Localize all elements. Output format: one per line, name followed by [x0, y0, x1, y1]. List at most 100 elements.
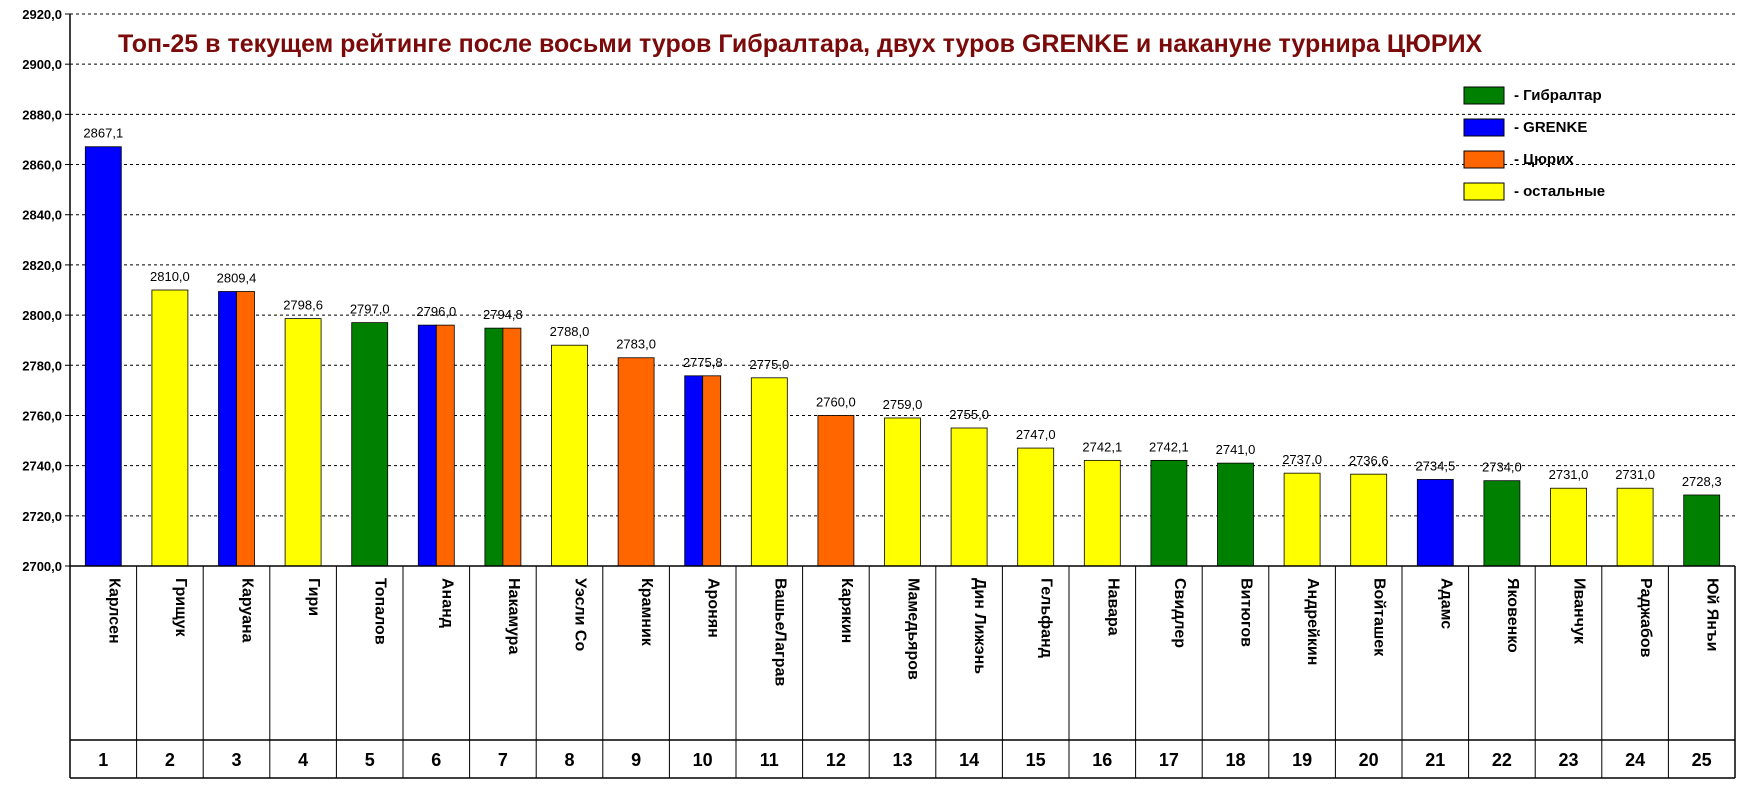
- bar-16-other: [1083, 459, 1121, 567]
- value-label: 2731,0: [1549, 467, 1589, 482]
- bar-23-other: [1550, 487, 1587, 567]
- value-label: 2736,6: [1349, 453, 1389, 468]
- bar-21-grenke: [1416, 479, 1454, 567]
- player-name: Накамура: [505, 578, 522, 654]
- grid-layer: [70, 13, 1735, 517]
- rank-number: 8: [564, 750, 574, 770]
- legend-swatch-other: [1463, 182, 1505, 201]
- player-name: Юй Янъи: [1704, 578, 1721, 651]
- player-name: Топалов: [372, 578, 389, 645]
- bar-6-grenke: [417, 324, 437, 567]
- y-tick-label: 2740,0: [22, 459, 62, 474]
- rank-number: 21: [1425, 750, 1445, 770]
- player-name: Крамник: [638, 578, 655, 647]
- y-tick-label: 2860,0: [22, 158, 62, 173]
- bar-15-other: [1017, 447, 1055, 567]
- legend-swatch-gibraltar: [1463, 86, 1505, 105]
- rank-number: 17: [1159, 750, 1179, 770]
- bar-2-other: [151, 289, 189, 567]
- player-name: Карякин: [838, 578, 855, 643]
- y-tick-label: 2760,0: [22, 408, 62, 423]
- legend-label-zurich: - Цюрих: [1514, 151, 1574, 168]
- value-label: 2742,1: [1082, 439, 1122, 454]
- rank-number: 19: [1292, 750, 1312, 770]
- legend-label-other: - остальные: [1514, 183, 1605, 200]
- value-label: 2741,0: [1216, 442, 1256, 457]
- y-tick-label: 2880,0: [22, 107, 62, 122]
- value-label: 2747,0: [1016, 427, 1056, 442]
- bar-25-gibraltar: [1683, 494, 1721, 567]
- y-tick-label: 2800,0: [22, 308, 62, 323]
- player-name: Гири: [305, 578, 322, 616]
- player-name: Каруана: [239, 578, 256, 643]
- player-name: Дин Лижэнь: [971, 578, 988, 674]
- bar-7-zurich: [502, 327, 522, 567]
- rank-number: 18: [1225, 750, 1245, 770]
- value-label: 2788,0: [550, 324, 590, 339]
- value-label: 2759,0: [883, 397, 923, 412]
- player-name: Гельфанд: [1038, 578, 1055, 658]
- rank-number: 6: [431, 750, 441, 770]
- bar-22-gibraltar: [1483, 480, 1521, 567]
- player-name: Иванчук: [1571, 578, 1588, 645]
- y-tick-label: 2900,0: [22, 57, 62, 72]
- value-label: 2760,0: [816, 394, 856, 409]
- bar-12-zurich: [817, 415, 855, 567]
- rank-number: 23: [1558, 750, 1578, 770]
- player-name: Ананд: [438, 578, 455, 628]
- rank-number: 20: [1359, 750, 1379, 770]
- value-label: 2737,0: [1282, 452, 1322, 467]
- rank-number: 11: [760, 750, 779, 770]
- rank-number: 1: [98, 750, 108, 770]
- legend-label-gibraltar: - Гибралтар: [1514, 87, 1602, 104]
- player-name: Уэсли Со: [572, 578, 589, 651]
- value-label: 2809,4: [217, 271, 257, 286]
- rank-number: 3: [231, 750, 241, 770]
- player-name: Карлсен: [105, 578, 122, 644]
- value-label: 2728,3: [1682, 474, 1722, 489]
- rank-number: 2: [165, 750, 175, 770]
- bar-5-gibraltar: [351, 322, 389, 567]
- player-name: Раджабов: [1637, 578, 1654, 658]
- value-label: 2810,0: [150, 269, 190, 284]
- value-label: 2775,8: [683, 355, 723, 370]
- bar-7-gibraltar: [484, 327, 504, 567]
- value-label: 2798,6: [283, 298, 323, 313]
- bar-6-zurich: [435, 324, 455, 567]
- value-label: 2797,0: [350, 302, 390, 317]
- bar-13-other: [884, 417, 921, 567]
- bar-14-other: [950, 427, 988, 567]
- value-label: 2867,1: [83, 126, 123, 141]
- value-label: 2783,0: [616, 337, 656, 352]
- y-tick-label: 2780,0: [22, 358, 62, 373]
- bar-1-grenke: [84, 146, 122, 567]
- value-label: 2794,8: [483, 307, 523, 322]
- bar-24-other: [1616, 487, 1654, 567]
- legend-swatch-grenke: [1463, 118, 1505, 137]
- bar-4-other: [284, 318, 322, 567]
- bar-9-zurich: [617, 357, 655, 567]
- rank-number: 22: [1492, 750, 1512, 770]
- player-name: Навара: [1104, 578, 1121, 636]
- bar-10-grenke: [684, 375, 704, 567]
- y-tick-label: 2700,0: [22, 559, 62, 574]
- legend-label-grenke: - GRENKE: [1514, 119, 1587, 136]
- rank-number: 12: [826, 750, 846, 770]
- bar-18-gibraltar: [1217, 462, 1254, 567]
- player-name: Мамедьяров: [905, 578, 922, 680]
- bar-10-zurich: [702, 375, 722, 567]
- rank-number: 16: [1092, 750, 1112, 770]
- player-name: Адамс: [1437, 578, 1454, 629]
- player-name: Витюгов: [1238, 578, 1255, 647]
- y-tick-label: 2720,0: [22, 509, 62, 524]
- value-label: 2775,0: [749, 357, 789, 372]
- bars-layer: [84, 146, 1721, 567]
- bar-8-other: [551, 344, 588, 567]
- rank-number: 15: [1026, 750, 1046, 770]
- bar-3-zurich: [236, 291, 255, 567]
- value-label: 2755,0: [949, 407, 989, 422]
- value-label: 2734,0: [1482, 460, 1522, 475]
- value-label: 2742,1: [1149, 439, 1189, 454]
